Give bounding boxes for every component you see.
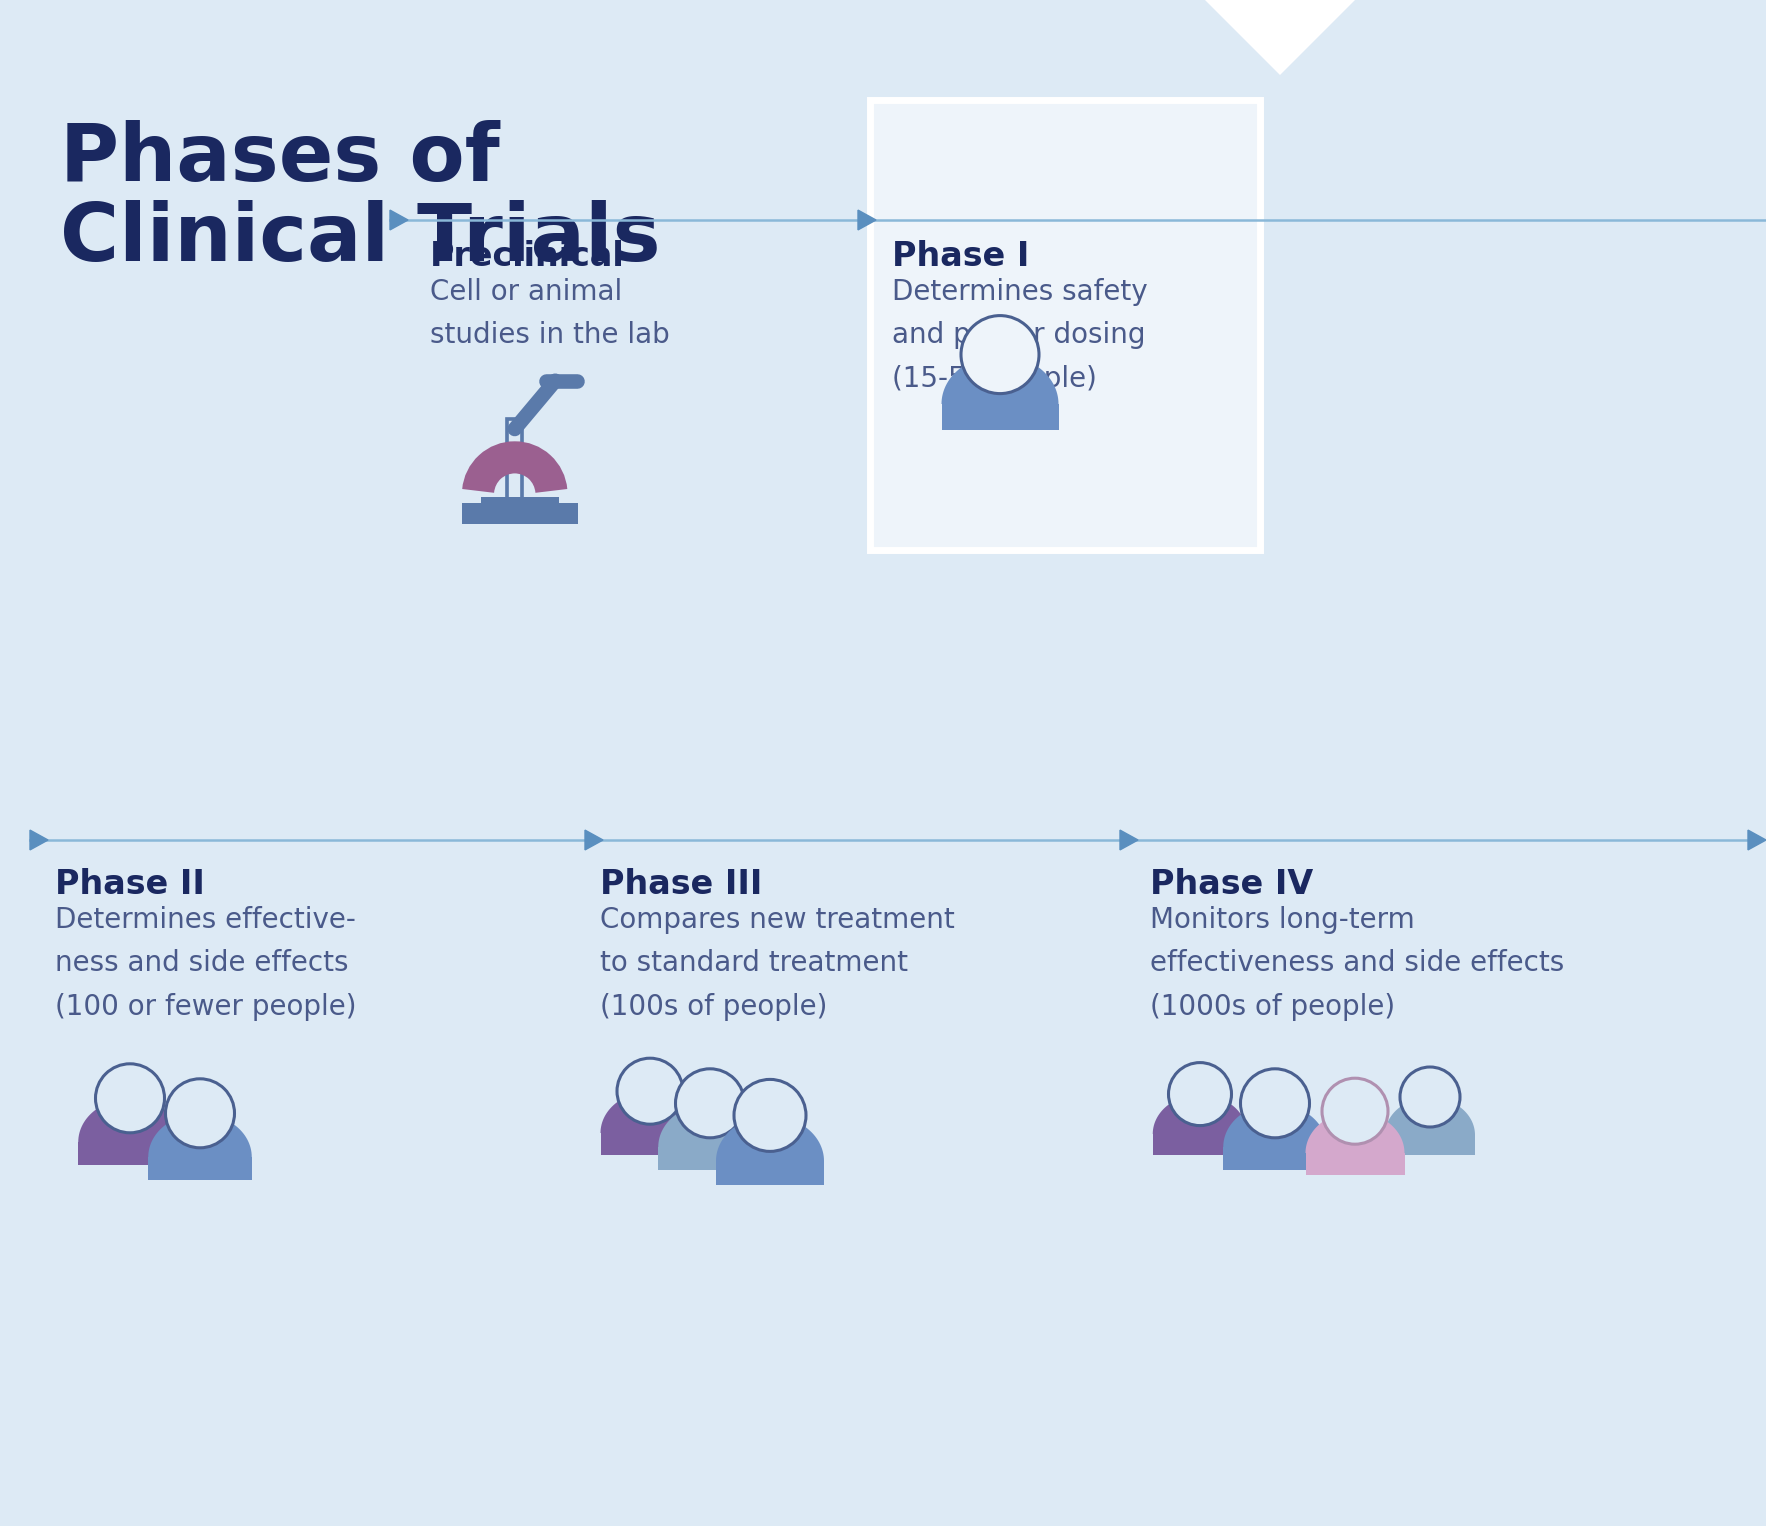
Polygon shape xyxy=(1748,830,1766,850)
Circle shape xyxy=(1323,1079,1388,1144)
Bar xyxy=(758,1149,782,1170)
Polygon shape xyxy=(390,211,408,230)
Bar xyxy=(148,1157,253,1180)
PathPatch shape xyxy=(1153,1094,1247,1134)
PathPatch shape xyxy=(1385,1097,1475,1135)
Circle shape xyxy=(1169,1062,1231,1126)
Polygon shape xyxy=(858,211,876,230)
Text: Preclinical: Preclinical xyxy=(429,240,625,273)
Polygon shape xyxy=(30,830,48,850)
Circle shape xyxy=(166,1079,235,1148)
Text: Compares new treatment
to standard treatment
(100s of people): Compares new treatment to standard treat… xyxy=(600,906,955,1021)
PathPatch shape xyxy=(715,1116,825,1161)
Bar xyxy=(638,1122,662,1141)
Text: Determines safety
and proper dosing
(15-50 people): Determines safety and proper dosing (15-… xyxy=(892,278,1148,392)
Bar xyxy=(1263,1135,1287,1157)
Bar xyxy=(1342,1141,1367,1161)
Bar xyxy=(871,101,1259,549)
Bar xyxy=(715,1161,825,1186)
PathPatch shape xyxy=(941,356,1058,404)
Bar xyxy=(187,1146,212,1166)
Text: Cell or animal
studies in the lab: Cell or animal studies in the lab xyxy=(429,278,669,349)
Text: Monitors long-term
effectiveness and side effects
(1000s of people): Monitors long-term effectiveness and sid… xyxy=(1150,906,1565,1021)
Bar xyxy=(1224,1148,1326,1170)
Circle shape xyxy=(735,1079,805,1152)
Text: Determines effective-
ness and side effects
(100 or fewer people): Determines effective- ness and side effe… xyxy=(55,906,357,1021)
PathPatch shape xyxy=(78,1099,182,1141)
Polygon shape xyxy=(585,830,602,850)
Text: Phase II: Phase II xyxy=(55,868,205,900)
PathPatch shape xyxy=(1224,1103,1326,1148)
Bar xyxy=(480,497,560,505)
Text: Phase I: Phase I xyxy=(892,240,1030,273)
Text: Clinical Trials: Clinical Trials xyxy=(60,200,660,278)
Text: Phases of: Phases of xyxy=(60,121,500,198)
Bar xyxy=(507,418,523,502)
Circle shape xyxy=(961,316,1038,394)
Bar xyxy=(1153,1134,1247,1155)
Bar xyxy=(600,1132,699,1155)
Text: Phase IV: Phase IV xyxy=(1150,868,1314,900)
Bar xyxy=(117,1131,143,1151)
Circle shape xyxy=(1400,1067,1460,1128)
Bar xyxy=(1385,1135,1475,1155)
Bar xyxy=(698,1135,722,1157)
Bar xyxy=(659,1148,761,1170)
Bar xyxy=(985,391,1014,415)
PathPatch shape xyxy=(659,1103,761,1148)
Circle shape xyxy=(95,1064,164,1132)
Circle shape xyxy=(616,1058,683,1125)
Text: Phase III: Phase III xyxy=(600,868,763,900)
Polygon shape xyxy=(1120,830,1137,850)
Polygon shape xyxy=(1204,0,1355,75)
Bar xyxy=(1420,1125,1441,1143)
PathPatch shape xyxy=(600,1091,699,1132)
Bar xyxy=(941,404,1058,430)
Bar xyxy=(1189,1123,1211,1143)
PathPatch shape xyxy=(148,1114,253,1157)
PathPatch shape xyxy=(1305,1112,1404,1154)
Bar xyxy=(463,502,577,523)
Bar xyxy=(1305,1154,1404,1175)
Circle shape xyxy=(1240,1068,1310,1138)
Bar xyxy=(78,1141,182,1164)
Circle shape xyxy=(676,1068,745,1138)
